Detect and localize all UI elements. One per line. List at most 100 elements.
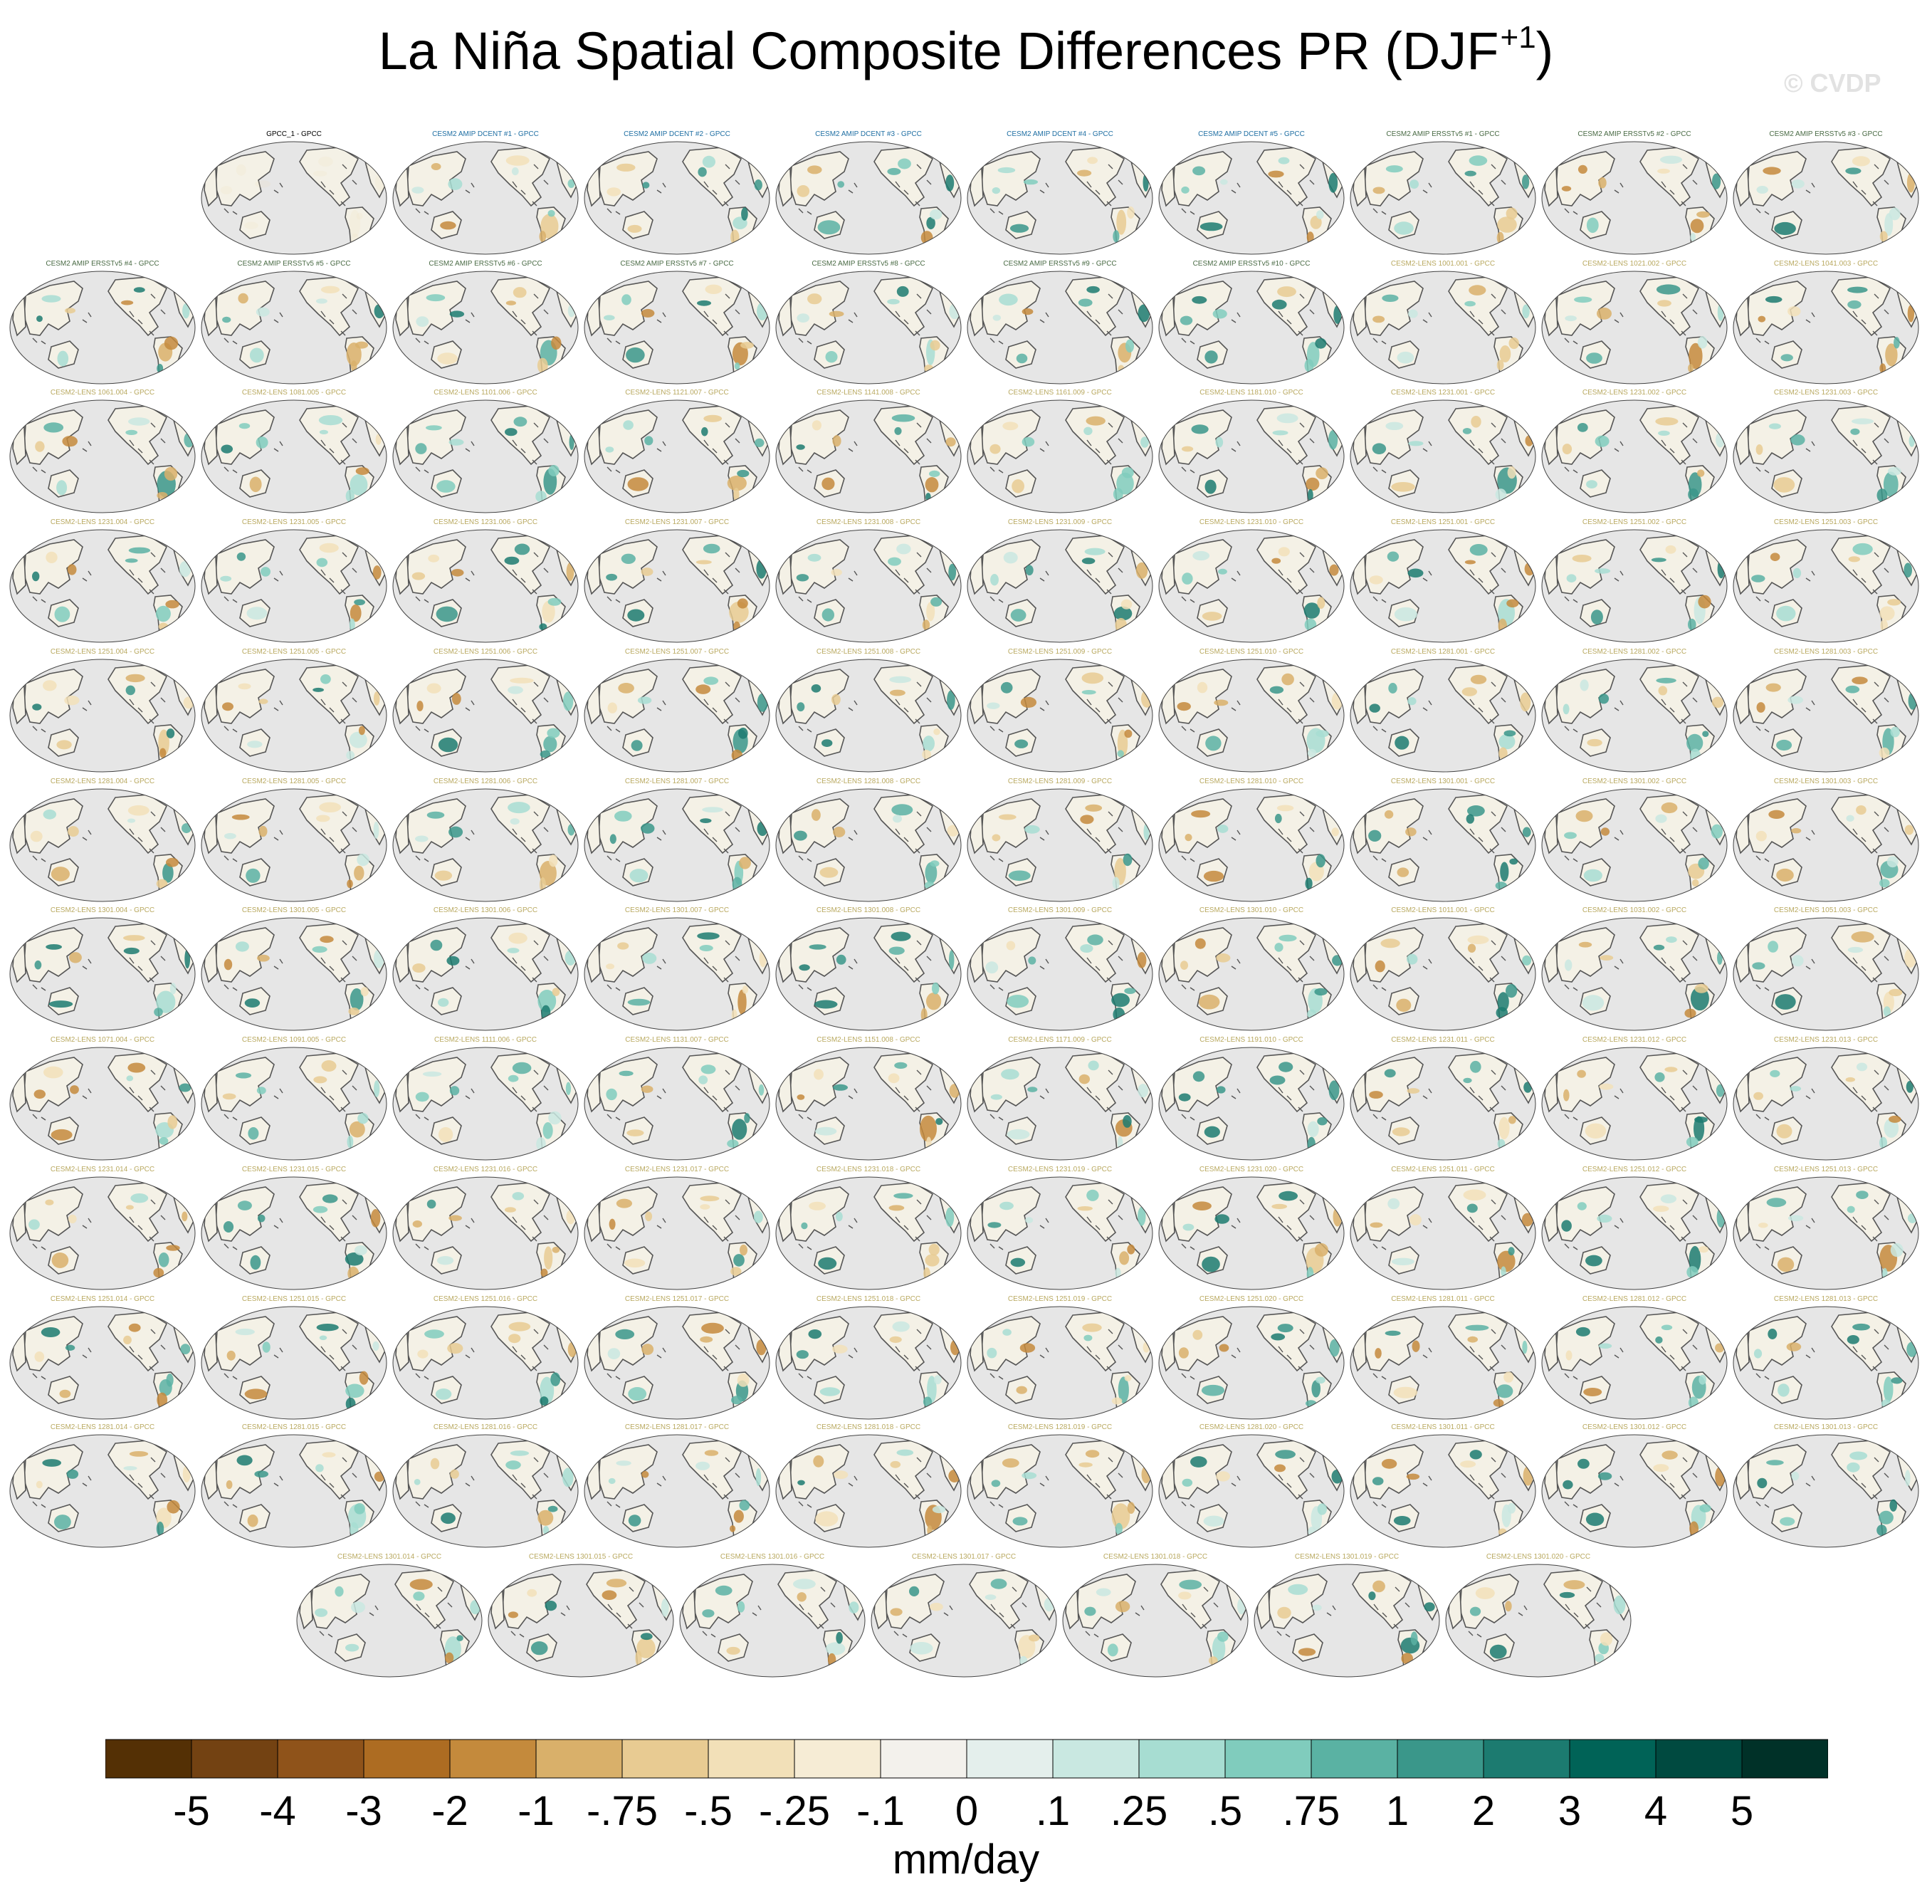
map-border [584, 1306, 770, 1420]
map-panel: CESM2-LENS 1281.004 - GPCC [9, 778, 196, 906]
precip-anomaly-patch [1279, 1062, 1293, 1072]
island-coastline [1299, 164, 1315, 185]
precip-anomaly-patch [350, 233, 359, 245]
island-coastline [1755, 1347, 1815, 1380]
precip-anomaly-patch [1847, 946, 1864, 953]
world-map [1733, 141, 1919, 255]
map-panel-title: CESM2-LENS 1151.008 - GPCC [817, 1036, 920, 1044]
map-panel-title: CESM2-LENS 1301.015 - GPCC [528, 1553, 634, 1561]
colorbar-box [708, 1739, 795, 1779]
map-panel: CESM2-LENS 1251.007 - GPCC [583, 648, 771, 776]
island-coastline [916, 1199, 932, 1220]
map-panel: CESM2-LENS 1021.002 - GPCC [1540, 260, 1728, 388]
island-coastline [1874, 164, 1889, 185]
precip-anomaly-patch [635, 1650, 642, 1666]
map-border [775, 399, 962, 513]
island-coastline [1086, 957, 1112, 983]
precip-anomaly-patch [346, 750, 355, 760]
precip-anomaly-patch [322, 1452, 336, 1458]
precip-anomaly-patch [320, 674, 331, 684]
precip-anomaly-patch [354, 865, 364, 881]
island-coastline [1852, 1474, 1878, 1500]
precip-anomaly-patch [1272, 430, 1288, 436]
precip-anomaly-patch [935, 1118, 943, 1125]
precip-anomaly-patch [1177, 702, 1191, 711]
precip-anomaly-patch [1115, 1267, 1121, 1279]
colorbar-tick-label: -.25 [759, 1788, 830, 1834]
map-panel: CESM2-LENS 1251.003 - GPCC [1732, 518, 1920, 647]
island-coastline [415, 182, 475, 215]
precip-anomaly-patch [888, 1205, 905, 1211]
map-panel-title: CESM2 AMIP DCENT #5 - GPCC [1198, 130, 1305, 138]
continent-outline [406, 1186, 466, 1242]
world-map [392, 1306, 579, 1420]
precip-anomaly-patch [1577, 1202, 1587, 1210]
precip-anomaly-patch [1845, 685, 1860, 694]
precip-anomaly-patch [992, 315, 1001, 321]
island-coastline [533, 422, 549, 444]
precip-anomaly-patch [733, 488, 740, 501]
precip-anomaly-patch [1135, 562, 1148, 579]
island-coastline [1755, 1088, 1815, 1121]
precip-anomaly-patch [313, 1205, 328, 1213]
precip-anomaly-patch [926, 602, 935, 622]
precip-anomaly-patch [1561, 186, 1572, 192]
continent-outline [215, 798, 275, 854]
precip-anomaly-patch [1397, 351, 1414, 364]
precip-anomaly-patch [508, 686, 523, 694]
map-border [9, 399, 196, 513]
precip-anomaly-patch [1465, 1324, 1489, 1331]
precip-anomaly-patch [1125, 339, 1134, 353]
map-panel-title: CESM2-LENS 1281.015 - GPCC [241, 1423, 347, 1431]
colorbar-box [1655, 1739, 1743, 1779]
island-coastline [1469, 1346, 1495, 1371]
island-coastline [1469, 181, 1495, 206]
island-coastline [1278, 1087, 1303, 1112]
island-coastline [1108, 1329, 1123, 1350]
precip-anomaly-patch [1689, 1245, 1701, 1273]
precip-anomaly-patch [1847, 1462, 1860, 1473]
map-border [775, 1306, 962, 1420]
colorbar-tick-label: 2 [1471, 1788, 1496, 1834]
precip-anomaly-patch [1496, 1007, 1508, 1019]
precip-anomaly-patch [231, 814, 250, 820]
precip-anomaly-patch [695, 560, 712, 565]
precip-anomaly-patch [1466, 1203, 1478, 1213]
map-panel: CESM2-LENS 1281.013 - GPCC [1732, 1295, 1920, 1423]
map-panel-title: CESM2-LENS 1301.005 - GPCC [241, 906, 347, 914]
precip-anomaly-patch [537, 990, 557, 1013]
precip-anomaly-patch [703, 543, 720, 554]
map-panel-title: CESM2-LENS 1021.002 - GPCC [1582, 260, 1687, 268]
precip-anomaly-patch [1080, 944, 1093, 953]
island-coastline [1491, 164, 1506, 185]
island-coastline [129, 1087, 154, 1112]
precip-anomaly-patch [627, 224, 642, 233]
precip-anomaly-patch [1763, 167, 1781, 175]
map-border [9, 917, 196, 1031]
map-panel: CESM2-LENS 1301.017 - GPCC [870, 1553, 1058, 1681]
precip-anomaly-patch [1580, 679, 1589, 691]
map-panel: CESM2 AMIP DCENT #5 - GPCC [1157, 130, 1345, 258]
world-map [1541, 788, 1728, 902]
island-coastline [1278, 1216, 1303, 1242]
precip-anomaly-patch [1372, 443, 1387, 454]
precip-anomaly-patch [1664, 1067, 1678, 1072]
precip-anomaly-patch [1597, 1214, 1612, 1223]
precip-anomaly-patch [705, 284, 723, 294]
map-panel: CESM2-LENS 1251.018 - GPCC [775, 1295, 962, 1423]
precip-anomaly-patch [1751, 575, 1765, 582]
precip-anomaly-patch [889, 676, 912, 684]
island-coastline [1108, 164, 1123, 185]
world-map [201, 1047, 387, 1161]
continent-outline [1065, 794, 1125, 854]
island-coastline [725, 422, 740, 444]
precip-anomaly-patch [1577, 1069, 1586, 1078]
precip-anomaly-patch [616, 1198, 632, 1208]
continent-outline [1448, 923, 1508, 983]
map-panel: CESM2 AMIP ERSSTv5 #10 - GPCC [1157, 260, 1345, 388]
world-map [201, 1434, 387, 1548]
precip-anomaly-patch [1702, 731, 1709, 737]
precip-anomaly-patch [257, 1214, 266, 1223]
precip-anomaly-patch [508, 932, 527, 944]
precip-anomaly-patch [1666, 936, 1677, 943]
